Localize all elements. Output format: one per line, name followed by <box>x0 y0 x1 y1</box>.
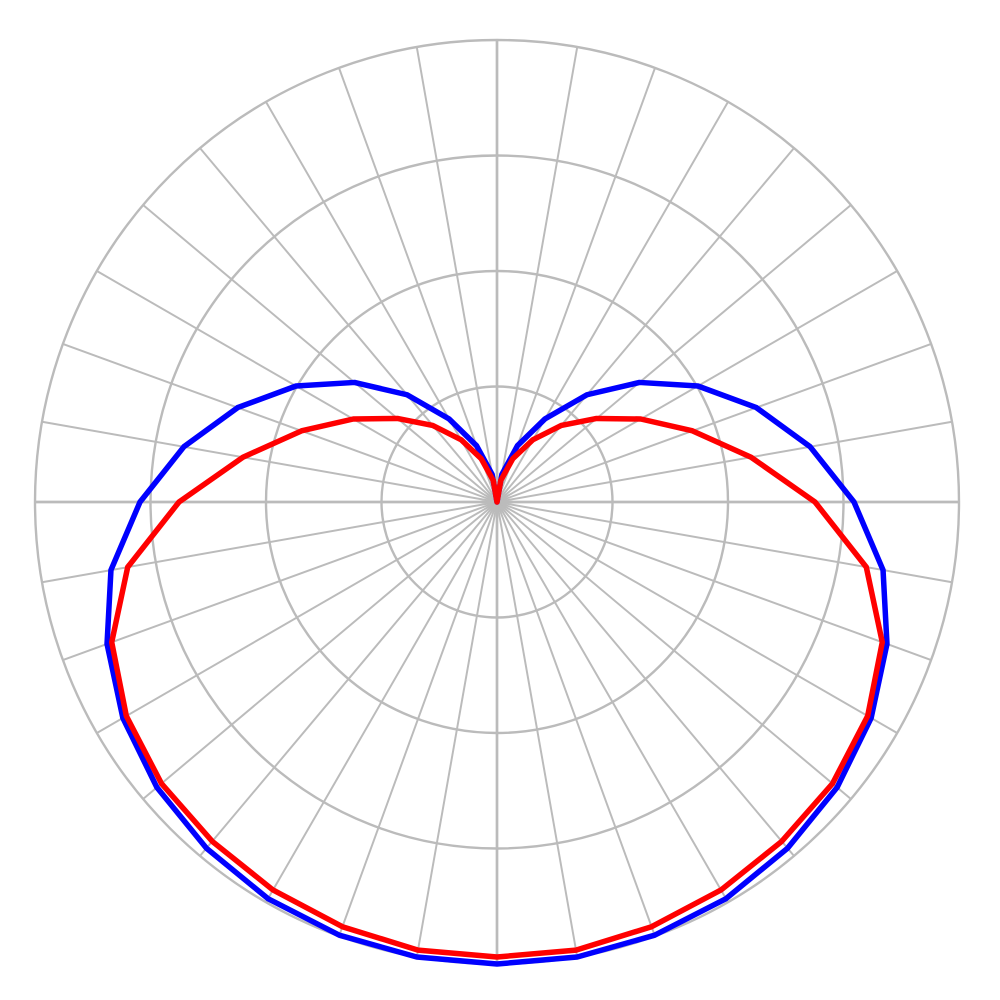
grid-spoke <box>496 501 729 903</box>
grid-spoke <box>496 501 579 958</box>
grid-spoke <box>142 204 498 503</box>
grid-spoke <box>496 501 953 584</box>
grid-spoke <box>142 501 498 800</box>
series-curve-red <box>108 415 886 960</box>
grid-spoke <box>415 46 498 503</box>
grid-spoke <box>41 420 498 503</box>
grid-spoke <box>62 343 498 503</box>
grid-spoke <box>496 420 953 503</box>
grid-spoke <box>96 501 498 734</box>
grid-spoke <box>496 67 656 503</box>
grid-spoke <box>496 501 852 800</box>
grid-spoke <box>496 501 656 937</box>
grid-spoke <box>338 501 498 937</box>
grid-spoke <box>496 46 579 503</box>
grid-spoke <box>41 501 498 584</box>
grid-spoke <box>199 501 498 857</box>
grid-spoke <box>415 501 498 958</box>
grid-spoke <box>265 501 498 903</box>
polar-series-layer <box>104 379 890 967</box>
grid-spoke <box>496 343 932 503</box>
grid-spoke <box>496 501 795 857</box>
grid-spoke <box>338 67 498 503</box>
grid-spoke <box>496 501 932 661</box>
grid-spoke <box>62 501 498 661</box>
grid-spoke <box>496 204 852 503</box>
grid-spoke <box>199 147 498 503</box>
grid-spoke <box>496 147 795 503</box>
series-curve-blue <box>104 379 890 967</box>
grid-spoke <box>496 501 898 734</box>
